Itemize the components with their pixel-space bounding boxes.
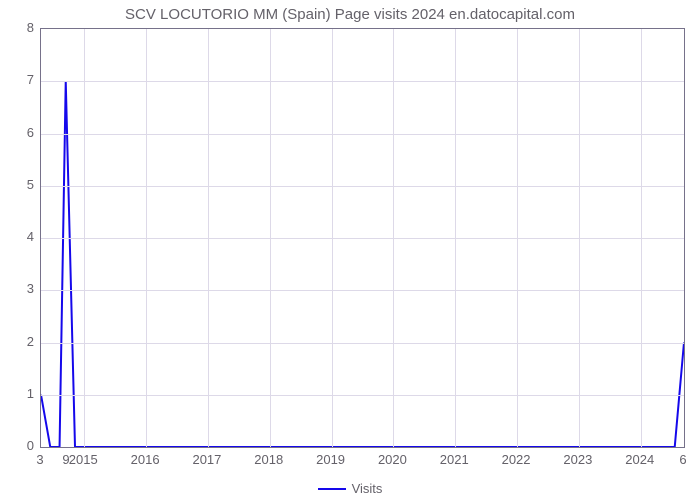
grid-h: [41, 290, 684, 291]
x-tick-label: 2020: [378, 452, 407, 467]
chart-container: SCV LOCUTORIO MM (Spain) Page visits 202…: [0, 0, 700, 500]
bottom-annotation: 3: [36, 452, 43, 467]
x-tick-label: 2019: [316, 452, 345, 467]
plot-area: [40, 28, 685, 448]
grid-h: [41, 343, 684, 344]
legend: Visits: [0, 481, 700, 496]
x-tick-label: 2023: [563, 452, 592, 467]
bottom-annotation: 9: [62, 452, 69, 467]
grid-h: [41, 186, 684, 187]
y-tick-label: 7: [0, 72, 34, 87]
y-tick-label: 4: [0, 229, 34, 244]
x-tick-label: 2024: [625, 452, 654, 467]
y-tick-label: 5: [0, 177, 34, 192]
y-tick-label: 3: [0, 281, 34, 296]
x-tick-label: 2016: [131, 452, 160, 467]
grid-h: [41, 395, 684, 396]
y-tick-label: 1: [0, 386, 34, 401]
grid-h: [41, 238, 684, 239]
x-tick-label: 2015: [69, 452, 98, 467]
y-tick-label: 2: [0, 334, 34, 349]
chart-title: SCV LOCUTORIO MM (Spain) Page visits 202…: [0, 6, 700, 23]
x-tick-label: 2018: [254, 452, 283, 467]
x-tick-label: 2017: [192, 452, 221, 467]
grid-h: [41, 134, 684, 135]
legend-label: Visits: [352, 481, 383, 496]
y-tick-label: 8: [0, 20, 34, 35]
legend-swatch: [318, 488, 346, 490]
bottom-annotation: 6: [679, 452, 686, 467]
grid-h: [41, 81, 684, 82]
x-tick-label: 2021: [440, 452, 469, 467]
x-tick-label: 2022: [502, 452, 531, 467]
y-tick-label: 0: [0, 438, 34, 453]
y-tick-label: 6: [0, 125, 34, 140]
